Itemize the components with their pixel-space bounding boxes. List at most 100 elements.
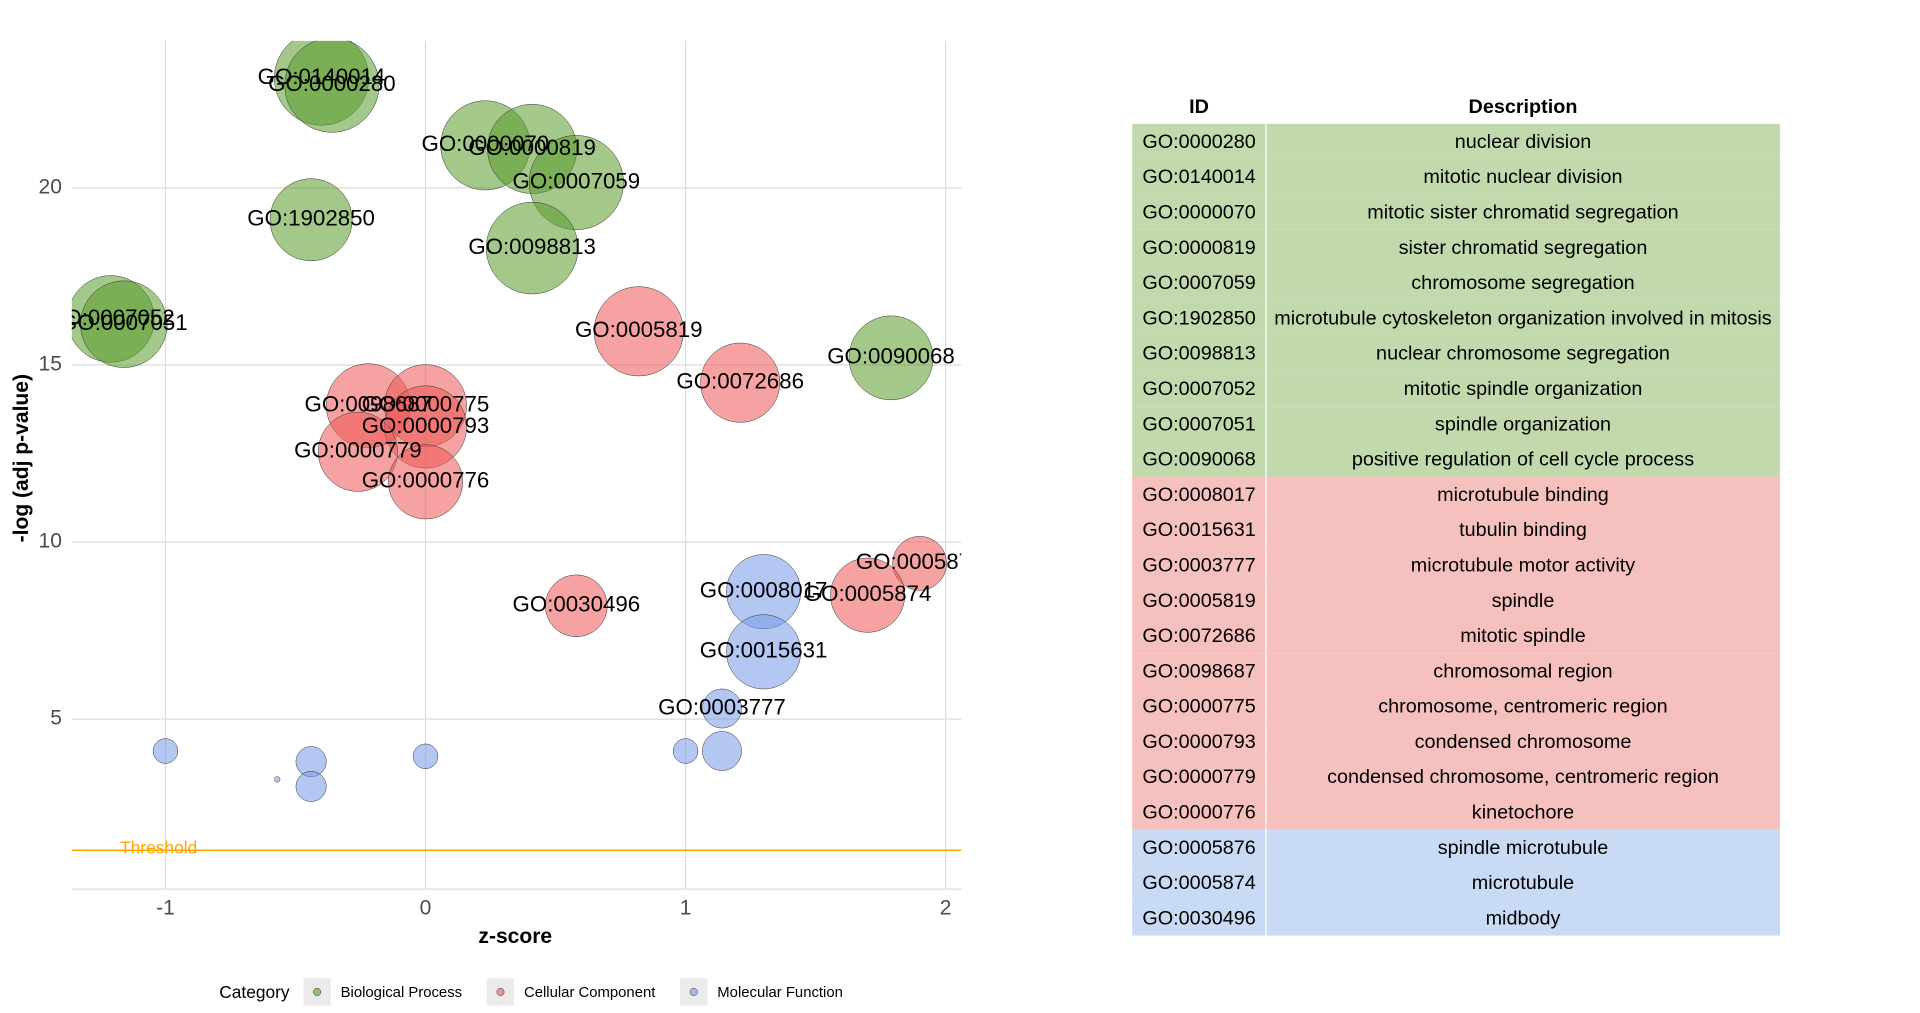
table-id: GO:0015631	[1142, 519, 1255, 541]
x-tick-label: -1	[156, 897, 175, 920]
legend-label: Cellular Component	[524, 985, 656, 1001]
table-cell	[1265, 723, 1781, 760]
table-id: GO:0030496	[1142, 907, 1255, 929]
table-cell	[1265, 617, 1781, 654]
table-cell	[1265, 829, 1781, 866]
table-cell	[1265, 406, 1781, 442]
table-cell	[1132, 759, 1266, 795]
threshold-label: Threshold	[120, 838, 197, 858]
bubble-label: GO:0007051	[60, 310, 188, 335]
table-description: microtubule motor activity	[1411, 554, 1636, 576]
table-description: midbody	[1486, 907, 1561, 929]
table-id: GO:0000070	[1142, 202, 1255, 224]
table-cell	[1265, 512, 1781, 548]
bubble-label: GO:0000779	[294, 438, 422, 463]
bubble	[700, 342, 781, 423]
x-tick-label: 1	[680, 897, 692, 920]
table-description: sister chromatid segregation	[1399, 237, 1648, 259]
bubble	[388, 444, 463, 520]
table-id: GO:0005876	[1142, 837, 1255, 859]
table-cell	[1265, 335, 1781, 371]
table-cell	[1132, 265, 1266, 301]
bubble-label: GO:0090068	[827, 344, 955, 369]
bubble-label: GO:0005874	[804, 581, 932, 606]
table-id: GO:0003777	[1142, 554, 1255, 576]
table-description: spindle microtubule	[1438, 837, 1609, 859]
table-id: GO:0000819	[1142, 237, 1255, 259]
bubble	[412, 743, 439, 769]
bubble	[284, 40, 380, 133]
bubble-label: GO:0005819	[575, 317, 703, 342]
x-tick-label: 2	[940, 897, 952, 920]
table-cell	[1265, 900, 1781, 936]
table-id: GO:0000776	[1142, 802, 1255, 824]
table-cell	[1132, 865, 1266, 901]
bubble	[269, 178, 353, 262]
table-cell	[1265, 865, 1781, 901]
x-axis-title: z-score	[478, 925, 552, 948]
bubble-label: GO:0000280	[268, 71, 396, 96]
table-description: chromosome, centromeric region	[1378, 696, 1667, 718]
table-description: microtubule cytoskeleton organization in…	[1274, 307, 1772, 329]
bubble-label: GO:0140014	[258, 64, 386, 89]
table-description: mitotic sister chromatid segregation	[1367, 202, 1678, 224]
bubble-label: GO:0072686	[676, 369, 804, 394]
bubble-label: GO:0000793	[362, 413, 490, 438]
table-id: GO:1902850	[1142, 307, 1255, 329]
table-cell	[1132, 229, 1266, 266]
table-cell	[1132, 159, 1266, 195]
table-cell	[1265, 159, 1781, 195]
table-id: GO:0007059	[1142, 272, 1255, 294]
table-description: spindle	[1492, 590, 1555, 612]
table-cell	[1132, 476, 1266, 513]
table-description: positive regulation of cell cycle proces…	[1352, 449, 1694, 471]
bubble	[318, 411, 398, 492]
bubble-label: GO:0098687	[304, 392, 432, 417]
table-cell	[1132, 547, 1266, 583]
table-cell	[1132, 617, 1266, 654]
y-tick-label: 20	[39, 175, 62, 198]
table-id: GO:0000775	[1142, 696, 1255, 718]
bubble-label: GO:0007052	[47, 305, 175, 330]
table-description: mitotic spindle	[1460, 625, 1585, 647]
table-description: spindle organization	[1435, 413, 1611, 435]
table-id: GO:0140014	[1142, 166, 1255, 188]
bubble-label: GO:0000070	[422, 131, 550, 156]
table-id: GO:0005874	[1142, 872, 1255, 894]
table-description: tubulin binding	[1459, 519, 1587, 541]
table-cell	[1265, 123, 1781, 160]
y-axis-title: -log (adj p-value)	[10, 374, 33, 542]
bubble	[672, 738, 699, 764]
table-id: GO:0000280	[1142, 131, 1255, 153]
table-cell	[1265, 265, 1781, 301]
table-cell	[1132, 688, 1266, 724]
table-id: GO:0098813	[1142, 343, 1255, 365]
bubble	[528, 135, 624, 230]
annotations: -1 0 1 2 5 10 15 20 Biological Process Cellular C…	[39, 96, 1781, 1006]
table-description: condensed chromosome	[1415, 731, 1632, 753]
bubble	[593, 286, 684, 377]
table-id: GO:0090068	[1142, 449, 1255, 471]
table-cell	[1265, 759, 1781, 795]
legend-swatch	[689, 987, 698, 996]
table-description: nuclear chromosome segregation	[1376, 343, 1670, 365]
table-id: GO:0000793	[1142, 731, 1255, 753]
bubble	[726, 614, 802, 690]
bubble	[848, 315, 934, 401]
bubble-label: GO:0015631	[700, 638, 828, 663]
table-description: microtubule binding	[1437, 484, 1609, 506]
table-cell	[1132, 441, 1266, 477]
bubble-label: GO:1902850	[247, 206, 375, 231]
table-description: mitotic nuclear division	[1423, 166, 1622, 188]
bubble-label: GO:0003777	[658, 694, 786, 719]
table-cell	[1265, 582, 1781, 618]
table-id: GO:0072686	[1142, 625, 1255, 647]
legend-label: Biological Process	[341, 985, 462, 1001]
table-cell	[1265, 370, 1781, 407]
table-cell	[1132, 723, 1266, 760]
table-description: kinetochore	[1472, 802, 1574, 824]
table-description: chromosomal region	[1433, 660, 1612, 682]
bubble	[295, 771, 327, 802]
table-cell	[1265, 794, 1781, 830]
